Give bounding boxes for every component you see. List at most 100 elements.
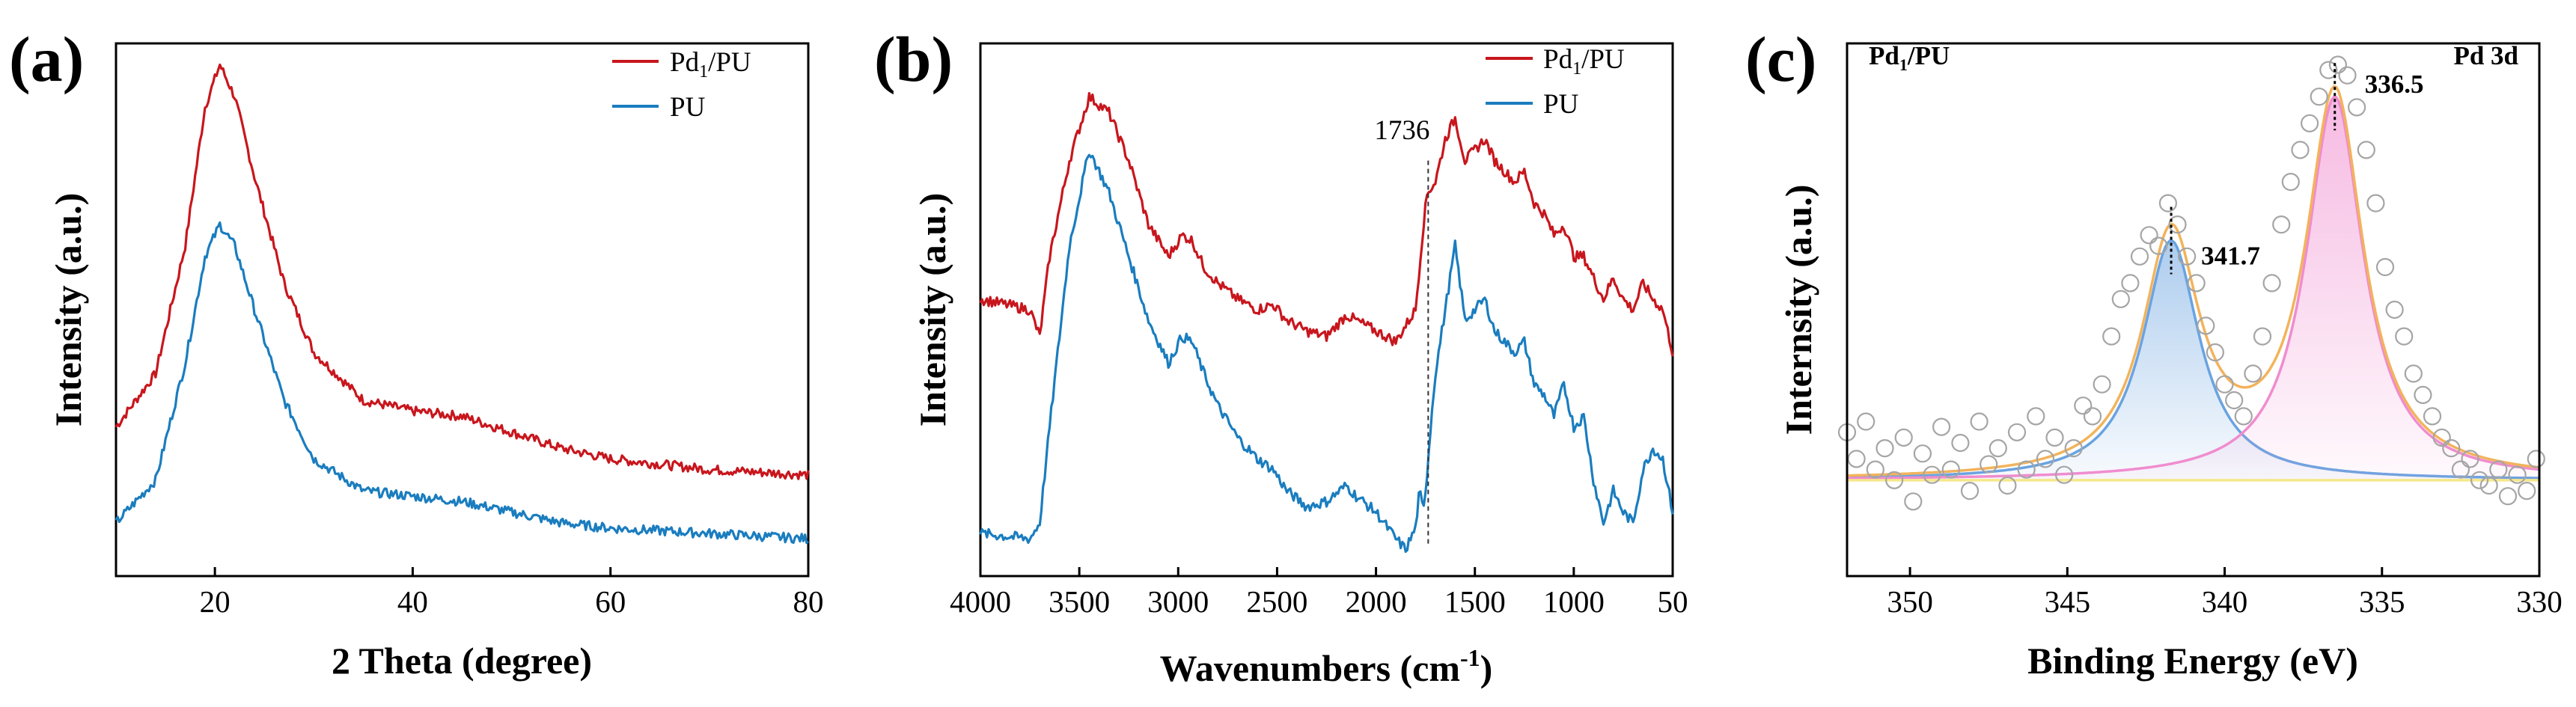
panel-b-xtick-label-2: 3000 bbox=[1147, 584, 1209, 619]
panel-c-data-point bbox=[2461, 450, 2479, 468]
panel-b-legend-pd1pu: Pd1/PU bbox=[1543, 44, 1625, 79]
panel-c-data-point bbox=[2301, 114, 2319, 132]
panel-a-legend-pu: PU bbox=[670, 92, 705, 123]
panel-a-letter: (a) bbox=[9, 23, 84, 95]
panel-c-region-label: Pd 3d bbox=[2453, 41, 2518, 70]
panel-c-data-point bbox=[2215, 375, 2234, 394]
panel-c-ticks: 350 345 340 335 330 bbox=[1887, 567, 2563, 619]
panel-c-data-point bbox=[2197, 316, 2215, 335]
panel-c-data-point bbox=[2451, 460, 2470, 479]
panel-a-ylabel: Intensity (a.u.) bbox=[47, 193, 89, 427]
panel-b-frame bbox=[979, 42, 1674, 578]
panel-c-data-point bbox=[1932, 417, 1951, 436]
panel-c-peak-annotations: 341.7 336.5 bbox=[2170, 63, 2424, 275]
panel-b-xtick-label-4: 2000 bbox=[1346, 584, 1407, 619]
panel-c-data-point bbox=[2518, 481, 2536, 501]
panel-c-data-point bbox=[2111, 290, 2130, 308]
panel-b-ticks: 4000 3500 3000 2500 2000 1500 1000 50 bbox=[950, 567, 1688, 619]
panel-c-data-point bbox=[2234, 407, 2253, 426]
panel-c-data-point bbox=[2328, 55, 2347, 74]
panel-a-series-pu-line bbox=[115, 221, 810, 545]
panel-c-data-point bbox=[2121, 274, 2140, 293]
panel-c-data-point bbox=[2310, 88, 2328, 106]
panel-c-data-point bbox=[1951, 433, 1970, 453]
panel-c-data-point bbox=[2187, 274, 2206, 293]
panel-c-peak-fill-0 bbox=[1847, 240, 2539, 480]
panel-b-letter: (b) bbox=[874, 23, 953, 95]
panel-b-xtick-label-1: 3500 bbox=[1049, 584, 1110, 619]
panel-a-legend-pd1pu: Pd1/PU bbox=[670, 47, 751, 82]
panel-c-data-point bbox=[2375, 257, 2395, 277]
panel-c-data-point bbox=[2508, 465, 2527, 484]
panel-c: (c) 350 345 340 335 330 Pd1/PU Pd 3d 341.7 33… bbox=[1745, 23, 2563, 682]
panel-c-data-point bbox=[1904, 492, 1923, 511]
panel-c-data-point bbox=[2158, 194, 2177, 212]
panel-c-data-point bbox=[2404, 364, 2423, 383]
panel-a-xtick-label-2: 60 bbox=[595, 584, 626, 619]
panel-c-sample-label: Pd1/PU bbox=[1869, 41, 1950, 74]
panel-a: (a) 20 40 60 80 2 Theta (degree) Intensity … bbox=[9, 23, 824, 682]
panel-c-data-point bbox=[2225, 391, 2244, 410]
panel-c-data-point bbox=[2432, 428, 2451, 447]
panel-a-series-group bbox=[115, 63, 810, 545]
panel-c-data-point bbox=[2414, 385, 2432, 405]
panel-b: (b) 4000 3500 3000 2500 2000 1500 1000 50 1736 … bbox=[874, 23, 1688, 689]
panel-c-plot-group bbox=[1837, 55, 2545, 511]
panel-c-data-point bbox=[2149, 236, 2168, 255]
panel-c-data-point bbox=[1970, 412, 1989, 431]
panel-c-data-point bbox=[2319, 61, 2338, 79]
panel-c-data-point bbox=[1960, 481, 1980, 501]
panel-a-ticks: 20 40 60 80 bbox=[200, 567, 824, 619]
panel-c-data-point bbox=[1923, 465, 1941, 484]
panel-c-data-point bbox=[2442, 438, 2461, 458]
panel-c-peak-line-1 bbox=[1846, 95, 2540, 480]
panel-c-data-point bbox=[2017, 460, 2036, 479]
panel-c-xtick-label-2: 340 bbox=[2202, 584, 2248, 619]
panel-c-xlabel: Binding Energy (eV) bbox=[2027, 640, 2358, 682]
panel-c-data-point bbox=[2064, 438, 2083, 458]
panel-c-ylabel: Internsity (a.u.) bbox=[1777, 185, 1819, 435]
panel-c-data-point bbox=[2357, 141, 2375, 159]
panel-b-ylabel: Intensity (a.u.) bbox=[912, 193, 953, 427]
panel-c-data-point bbox=[2470, 471, 2489, 489]
panel-c-data-point bbox=[2102, 327, 2121, 346]
panel-c-xtick-label-1: 345 bbox=[2045, 584, 2091, 619]
panel-b-annotation-label: 1736 bbox=[1374, 115, 1429, 146]
panel-c-data-point bbox=[2045, 428, 2064, 447]
panel-b-xtick-label-5: 1500 bbox=[1444, 584, 1506, 619]
panel-b-xtick-label-0: 4000 bbox=[950, 584, 1011, 619]
panel-c-data-point bbox=[2366, 194, 2385, 212]
panel-a-frame bbox=[115, 42, 810, 578]
panel-a-xtick-label-3: 80 bbox=[793, 584, 824, 619]
panel-c-data-point bbox=[2093, 375, 2111, 394]
panel-c-data-point bbox=[2527, 450, 2545, 468]
panel-c-data-point bbox=[2479, 476, 2498, 495]
panel-c-data-point bbox=[2178, 247, 2197, 266]
panel-c-data-point bbox=[1866, 460, 1884, 479]
panel-c-xtick-label-0: 350 bbox=[1887, 584, 1933, 619]
panel-c-data-point bbox=[1894, 428, 1913, 447]
panel-c-data-point bbox=[2168, 215, 2187, 234]
panel-c-data-point bbox=[2423, 407, 2442, 426]
panel-b-xtick-label-6: 1000 bbox=[1543, 584, 1605, 619]
panel-c-frame bbox=[1846, 42, 2541, 578]
panel-b-xlabel: Wavenumbers (cm-1) bbox=[1160, 644, 1493, 689]
panel-c-data-point bbox=[2348, 98, 2366, 117]
panel-b-series-pd1pu-line bbox=[979, 92, 1674, 357]
panel-a-series-pd1pu-line bbox=[115, 63, 810, 480]
panel-c-data-point bbox=[2055, 465, 2074, 484]
panel-a-xtick-label-1: 40 bbox=[397, 584, 428, 619]
panel-c-peak-label-0: 341.7 bbox=[2201, 241, 2260, 270]
panel-c-data-point bbox=[2253, 327, 2272, 346]
panel-c-data-point bbox=[2395, 327, 2414, 346]
panel-c-data-point bbox=[2498, 487, 2518, 506]
panel-c-xtick-label-3: 335 bbox=[2359, 584, 2405, 619]
panel-a-xlabel: 2 Theta (degree) bbox=[332, 640, 592, 682]
panel-c-data-point bbox=[2007, 423, 2027, 441]
panel-c-data-point bbox=[2140, 226, 2158, 245]
panel-c-data-point bbox=[2027, 407, 2045, 426]
panel-c-data-point bbox=[2206, 343, 2224, 362]
panel-c-peak-label-1: 336.5 bbox=[2365, 70, 2424, 99]
panel-b-xtick-label-7: 50 bbox=[1658, 584, 1688, 619]
